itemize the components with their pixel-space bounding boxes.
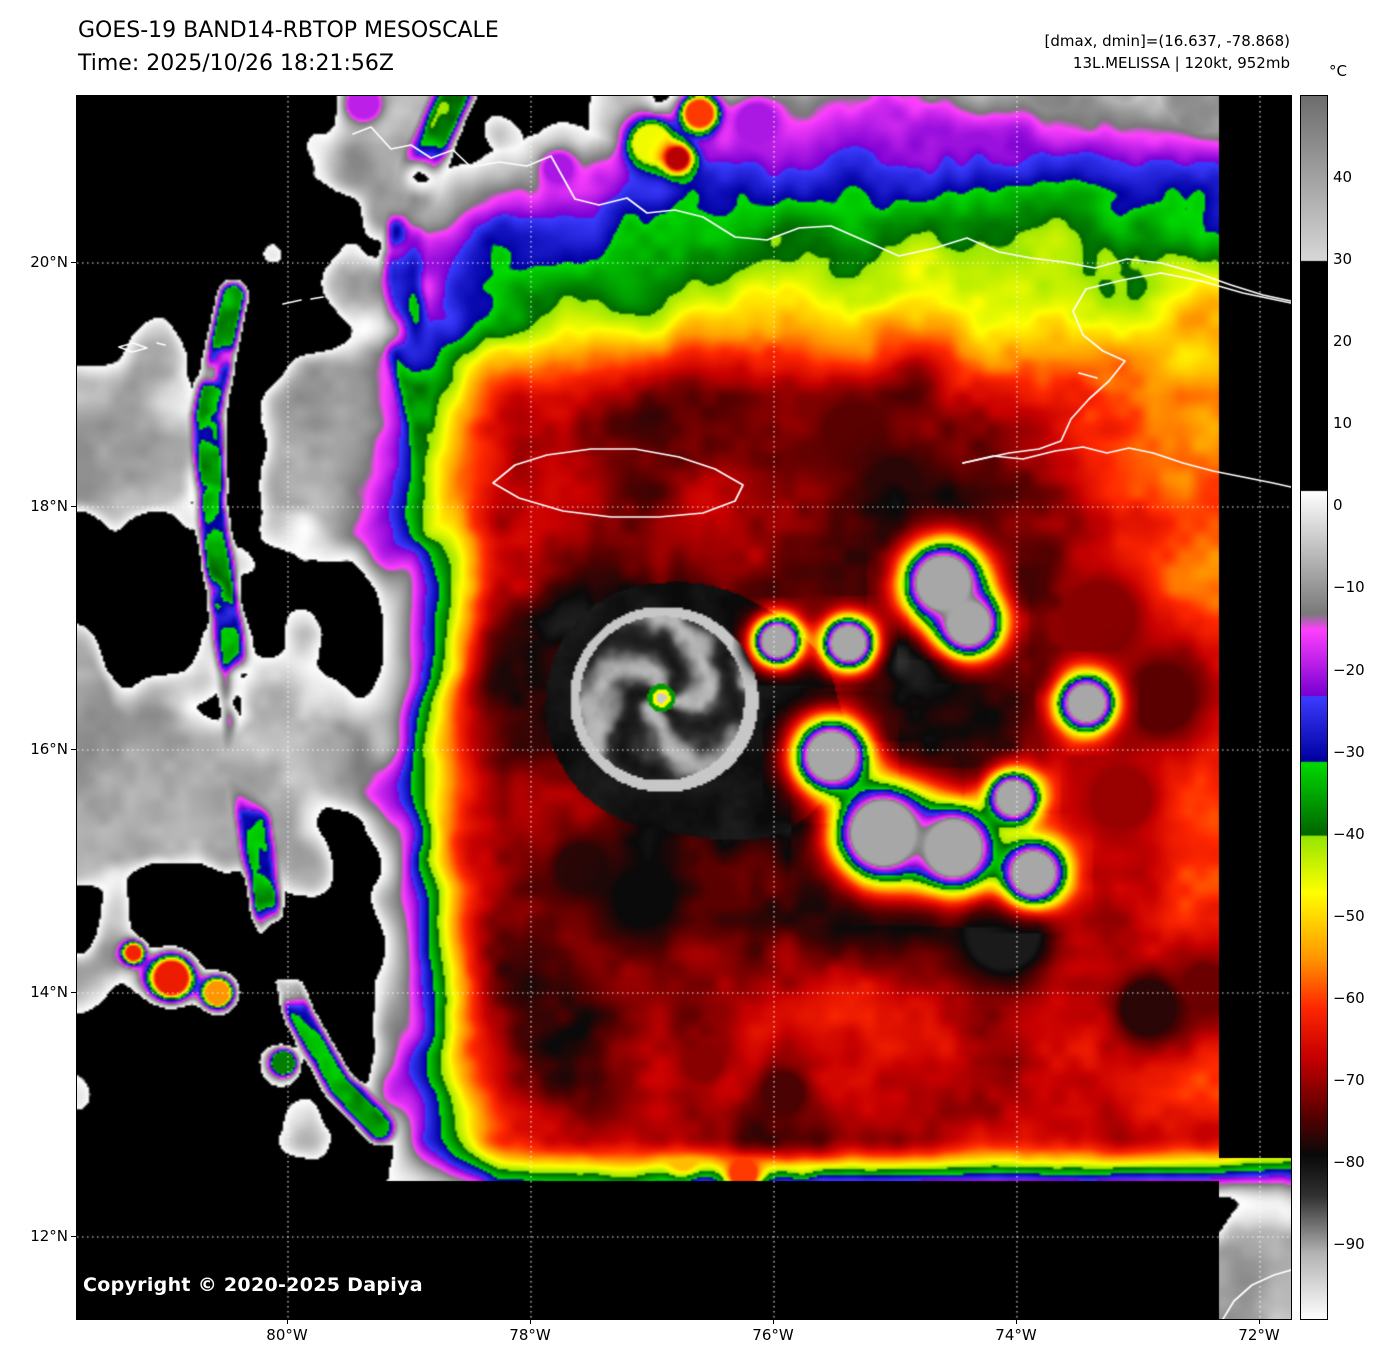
info-block: [dmax, dmin]=(16.637, -78.868) 13L.MELIS… <box>1045 30 1290 74</box>
lat-label: 12°N <box>30 1227 68 1245</box>
lat-label: 14°N <box>30 983 68 1001</box>
dmax-dmin-line: [dmax, dmin]=(16.637, -78.868) <box>1044 32 1290 50</box>
colorbar-tick-label: 40 <box>1333 168 1353 187</box>
lon-label: 78°W <box>509 1326 551 1344</box>
lon-tick <box>1016 1319 1017 1324</box>
colorbar-unit-label: °C <box>1329 62 1347 80</box>
lon-tick <box>530 1319 531 1324</box>
map-plot: Copyright © 2020-2025 Dapiya <box>76 95 1292 1320</box>
lon-tick <box>287 1319 288 1324</box>
plot-title: GOES-19 BAND14-RBTOP MESOSCALE <box>78 18 499 43</box>
lon-label: 72°W <box>1238 1326 1280 1344</box>
lon-label: 80°W <box>266 1326 308 1344</box>
copyright-text: Copyright © 2020-2025 Dapiya <box>83 1274 423 1296</box>
lat-tick <box>71 749 76 750</box>
colorbar-tick-label: 10 <box>1333 414 1353 433</box>
colorbar-tick-label: −80 <box>1333 1153 1365 1172</box>
colorbar-tick-label: 30 <box>1333 250 1353 269</box>
colorbar-tick-label: −30 <box>1333 742 1365 761</box>
plot-time: Time: 2025/10/26 18:21:56Z <box>78 51 394 76</box>
colorbar-tick-label: 20 <box>1333 332 1353 351</box>
colorbar-tick-label: −60 <box>1333 988 1365 1007</box>
colorbar-tick-label: −10 <box>1333 578 1365 597</box>
lat-tick <box>71 262 76 263</box>
colorbar-tick-label: −50 <box>1333 906 1365 925</box>
title-block: GOES-19 BAND14-RBTOP MESOSCALE Time: 202… <box>78 14 499 80</box>
lat-tick <box>71 506 76 507</box>
lon-label: 74°W <box>995 1326 1037 1344</box>
lat-label: 18°N <box>30 497 68 515</box>
storm-info-line: 13L.MELISSA | 120kt, 952mb <box>1072 54 1290 72</box>
lon-label: 76°W <box>752 1326 794 1344</box>
lon-tick <box>773 1319 774 1324</box>
colorbar-tick-label: 0 <box>1333 496 1343 515</box>
colorbar-gradient-canvas <box>1301 96 1327 1319</box>
colorbar-tick-label: −20 <box>1333 660 1365 679</box>
colorbar-tick-label: −70 <box>1333 1070 1365 1089</box>
lat-tick <box>71 992 76 993</box>
colorbar-tick-label: −90 <box>1333 1235 1365 1254</box>
colorbar-tick-label: −40 <box>1333 824 1365 843</box>
satellite-imagery-canvas <box>77 96 1291 1319</box>
lat-label: 20°N <box>30 253 68 271</box>
lat-tick <box>71 1236 76 1237</box>
lon-tick <box>1259 1319 1260 1324</box>
colorbar <box>1300 95 1328 1320</box>
lat-label: 16°N <box>30 740 68 758</box>
